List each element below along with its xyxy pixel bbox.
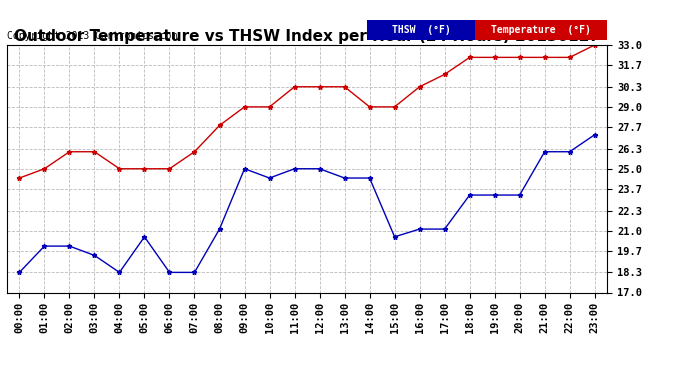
Text: Temperature  (°F): Temperature (°F) [491, 25, 591, 35]
Title: Outdoor Temperature vs THSW Index per Hour (24 Hours) 20130127: Outdoor Temperature vs THSW Index per Ho… [14, 29, 600, 44]
Text: THSW  (°F): THSW (°F) [392, 25, 451, 35]
FancyBboxPatch shape [367, 20, 475, 40]
Text: Copyright 2013 Cartronics.com: Copyright 2013 Cartronics.com [7, 32, 177, 41]
FancyBboxPatch shape [475, 20, 607, 40]
